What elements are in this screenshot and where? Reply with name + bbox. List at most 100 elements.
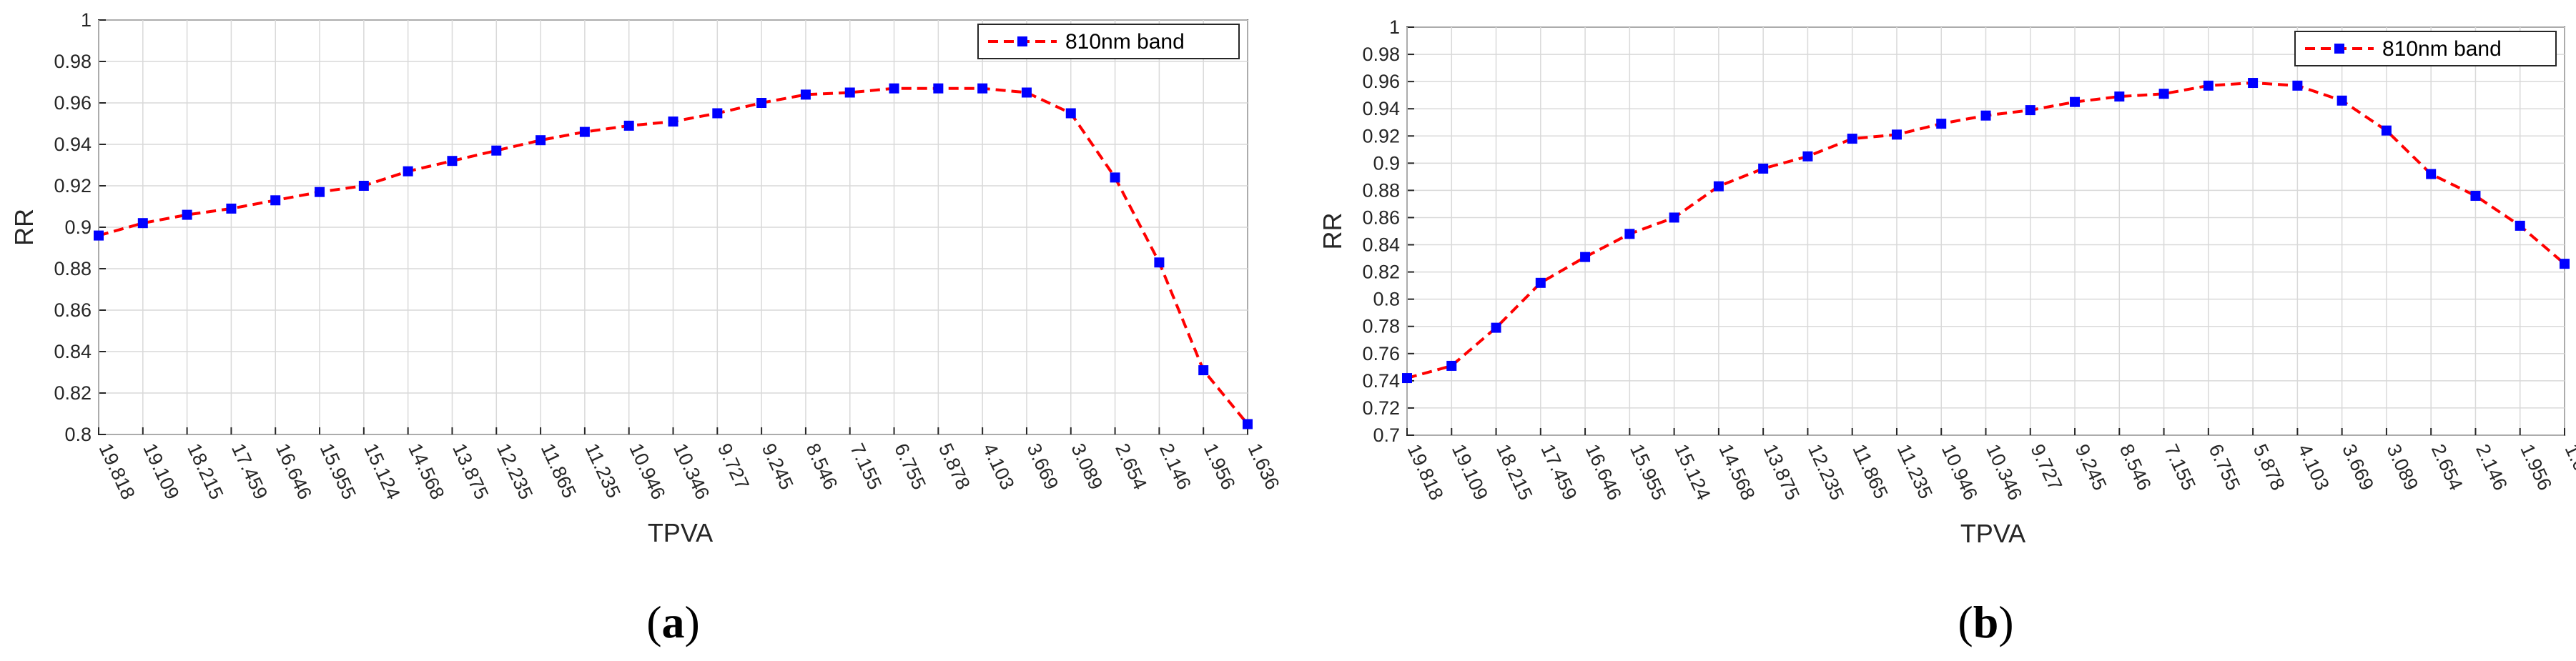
x-tick-label: 19.109 xyxy=(139,440,183,503)
data-point xyxy=(977,83,988,94)
data-point xyxy=(1624,229,1635,239)
y-tick-label: 0.98 xyxy=(54,51,92,72)
data-point xyxy=(800,89,811,100)
data-point xyxy=(2470,191,2481,202)
x-tick-label: 18.215 xyxy=(183,440,227,503)
x-tick-label: 6.755 xyxy=(2204,441,2244,494)
data-point xyxy=(1891,129,1902,140)
gridlines xyxy=(1406,26,2565,436)
y-tick-label: 0.8 xyxy=(1373,289,1400,310)
x-tick-label: 19.818 xyxy=(1403,441,1448,504)
data-point xyxy=(2158,89,2169,99)
x-axis-label: TPVA xyxy=(648,518,713,547)
series-810nm-band xyxy=(1402,78,2570,384)
x-tick-label: 3.669 xyxy=(1023,440,1063,493)
x-tick-label: 13.875 xyxy=(1760,441,1804,504)
x-tick-label: 13.875 xyxy=(448,440,493,503)
x-tick-label: 15.955 xyxy=(316,440,360,503)
data-point xyxy=(1669,212,1679,223)
x-tick-label: 9.727 xyxy=(2026,441,2066,494)
y-tick-label: 0.8 xyxy=(64,424,92,445)
y-tick-labels: 0.7 0.72 0.74 0.76 0.78 0.8 0.82 0.84 0.86 0.88 0.… xyxy=(1362,16,1400,446)
data-point xyxy=(2114,91,2125,102)
data-point xyxy=(1847,134,1857,144)
y-tick-label: 0.88 xyxy=(54,258,92,279)
x-tick-label: 14.568 xyxy=(1714,441,1759,504)
legend: 810nm band xyxy=(977,24,1240,59)
caption-letter: a xyxy=(662,597,685,647)
data-point xyxy=(94,230,104,241)
x-tick-label: 7.155 xyxy=(846,440,886,493)
x-tick-label: 3.089 xyxy=(2382,441,2422,494)
y-tick-label: 0.86 xyxy=(1362,207,1400,228)
data-point xyxy=(756,98,767,108)
x-tick-label: 11.865 xyxy=(537,440,581,502)
caption-open: ( xyxy=(1958,597,1973,647)
data-point xyxy=(1535,277,1546,288)
data-point xyxy=(2248,78,2259,89)
x-tick-label: 1.636 xyxy=(2561,441,2576,494)
x-tick-label: 17.459 xyxy=(227,440,272,503)
panel-a: 0.80.820.840.860.880.90.920.940.960.981 … xyxy=(9,9,1283,647)
x-tick-label: 12.235 xyxy=(493,440,537,503)
data-point xyxy=(536,135,546,146)
y-axis-label: RR xyxy=(1318,213,1347,250)
x-tick-label: 2.654 xyxy=(1111,440,1151,493)
y-tick-label: 0.92 xyxy=(54,175,92,197)
y-tick-label: 1 xyxy=(1389,16,1400,38)
x-tick-label: 15.955 xyxy=(1626,441,1670,504)
x-axis-label: TPVA xyxy=(1960,519,2025,548)
data-point xyxy=(2515,220,2525,231)
x-tick-label: 5.878 xyxy=(2249,441,2289,494)
y-tick-label: 0.96 xyxy=(1362,71,1400,92)
y-tick-labels: 0.8 0.82 0.84 0.86 0.88 0.9 0.92 0.94 0.96 0.98 1 xyxy=(54,9,92,445)
data-point xyxy=(1980,110,1991,121)
data-point xyxy=(2560,259,2570,269)
data-point xyxy=(2336,95,2347,106)
x-tick-label: 17.459 xyxy=(1536,441,1581,504)
data-point xyxy=(844,87,855,98)
y-tick-label: 0.82 xyxy=(1362,262,1400,283)
y-tick-label: 0.94 xyxy=(54,134,92,155)
data-point xyxy=(1021,87,1032,98)
data-point xyxy=(270,195,281,206)
x-tick-label: 10.346 xyxy=(1982,441,2026,504)
legend-label: 810nm band xyxy=(2382,37,2502,61)
data-point xyxy=(1491,322,1501,333)
y-tick-label: 0.9 xyxy=(1373,152,1400,174)
y-tick-label: 0.82 xyxy=(54,382,92,404)
data-point xyxy=(1802,151,1813,161)
data-point xyxy=(315,187,325,197)
y-tick-label: 0.84 xyxy=(54,341,92,362)
y-tick-label: 0.78 xyxy=(1362,316,1400,337)
x-tick-label: 10.946 xyxy=(625,440,669,503)
x-tick-label: 10.346 xyxy=(669,440,714,503)
x-tick-labels: 19.818 19.109 18.215 17.459 16.646 15.955 15.1… xyxy=(95,440,1284,503)
data-point xyxy=(2426,169,2437,179)
legend-marker-sample xyxy=(2334,44,2344,54)
y-tick-label: 0.86 xyxy=(54,299,92,321)
data-point xyxy=(1065,108,1076,119)
data-point xyxy=(1936,119,1947,129)
x-tick-label: 7.155 xyxy=(2160,441,2200,494)
x-tick-label: 19.109 xyxy=(1448,441,1492,504)
x-tick-label: 3.089 xyxy=(1067,440,1107,493)
x-tick-label: 1.956 xyxy=(2516,441,2556,494)
x-tick-label: 6.755 xyxy=(890,440,930,493)
panel-b: 0.7 0.72 0.74 0.76 0.78 0.8 0.82 0.84 0.86 0.88 0.… xyxy=(1318,16,2576,647)
x-tick-label: 11.235 xyxy=(581,440,624,502)
data-point xyxy=(889,83,899,94)
data-point xyxy=(933,83,944,94)
caption-close: ) xyxy=(685,597,700,647)
y-tick-label: 0.92 xyxy=(1362,125,1400,146)
x-tick-label: 16.646 xyxy=(272,440,316,503)
data-point xyxy=(137,218,148,229)
panel-caption: (a) xyxy=(646,597,700,647)
legend-label: 810nm band xyxy=(1065,30,1185,54)
x-tick-label: 1.956 xyxy=(1200,440,1240,493)
x-tick-label: 15.124 xyxy=(1670,441,1714,504)
data-point xyxy=(579,126,590,137)
data-point xyxy=(226,203,237,214)
x-tick-label: 16.646 xyxy=(1581,441,1626,504)
